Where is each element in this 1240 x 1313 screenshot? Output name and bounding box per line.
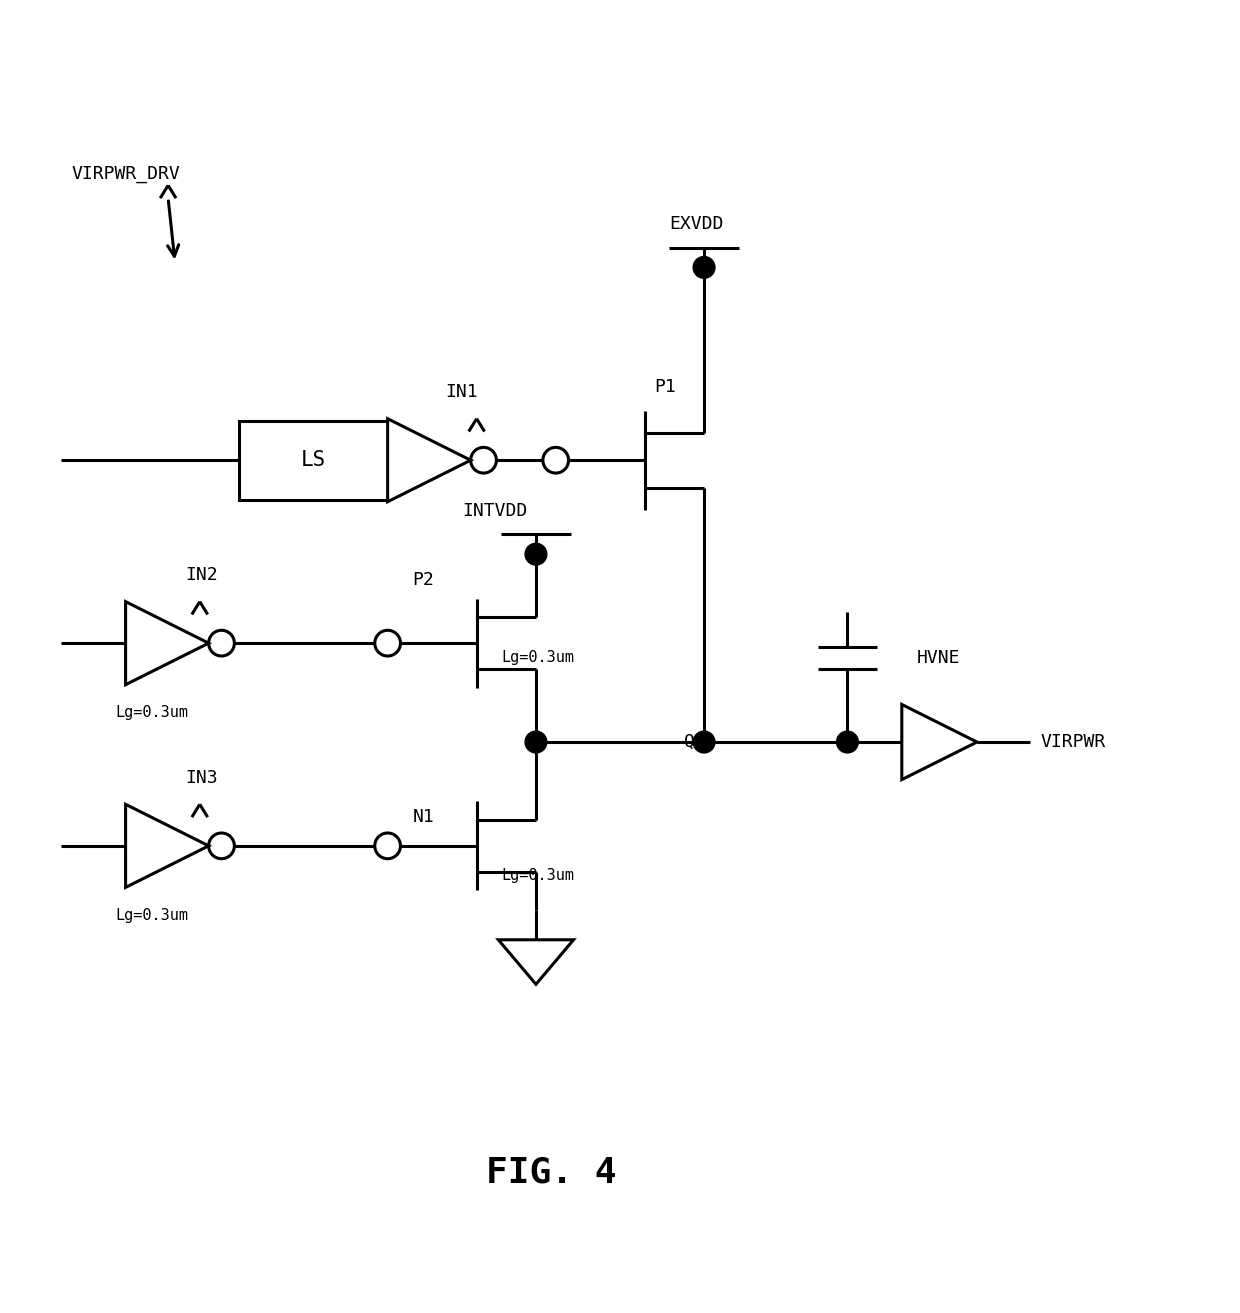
FancyBboxPatch shape [239, 420, 388, 500]
Text: HVNE: HVNE [916, 649, 960, 667]
Text: IN2: IN2 [185, 566, 217, 584]
Text: IN3: IN3 [185, 768, 217, 786]
Text: INTVDD: INTVDD [461, 502, 527, 520]
Circle shape [693, 256, 715, 278]
Text: VIRPWR: VIRPWR [1040, 733, 1106, 751]
Polygon shape [901, 705, 977, 780]
Text: Lg=0.3um: Lg=0.3um [501, 868, 574, 884]
Polygon shape [498, 940, 574, 985]
Text: Lg=0.3um: Lg=0.3um [501, 650, 574, 666]
Text: VIRPWR_DRV: VIRPWR_DRV [71, 165, 180, 184]
Text: LS: LS [301, 450, 326, 470]
Text: N1: N1 [413, 807, 434, 826]
Circle shape [693, 731, 715, 752]
Text: Q: Q [684, 733, 696, 751]
Polygon shape [125, 601, 208, 684]
Text: Lg=0.3um: Lg=0.3um [115, 907, 188, 923]
Text: EXVDD: EXVDD [670, 215, 724, 232]
Text: FIG. 4: FIG. 4 [486, 1155, 616, 1190]
Polygon shape [125, 805, 208, 888]
Circle shape [837, 731, 858, 752]
Polygon shape [388, 419, 471, 502]
Circle shape [525, 544, 547, 565]
Text: P2: P2 [413, 571, 434, 588]
Text: Lg=0.3um: Lg=0.3um [115, 705, 188, 720]
Circle shape [525, 731, 547, 752]
Text: IN1: IN1 [445, 383, 479, 400]
Text: P1: P1 [655, 378, 676, 397]
